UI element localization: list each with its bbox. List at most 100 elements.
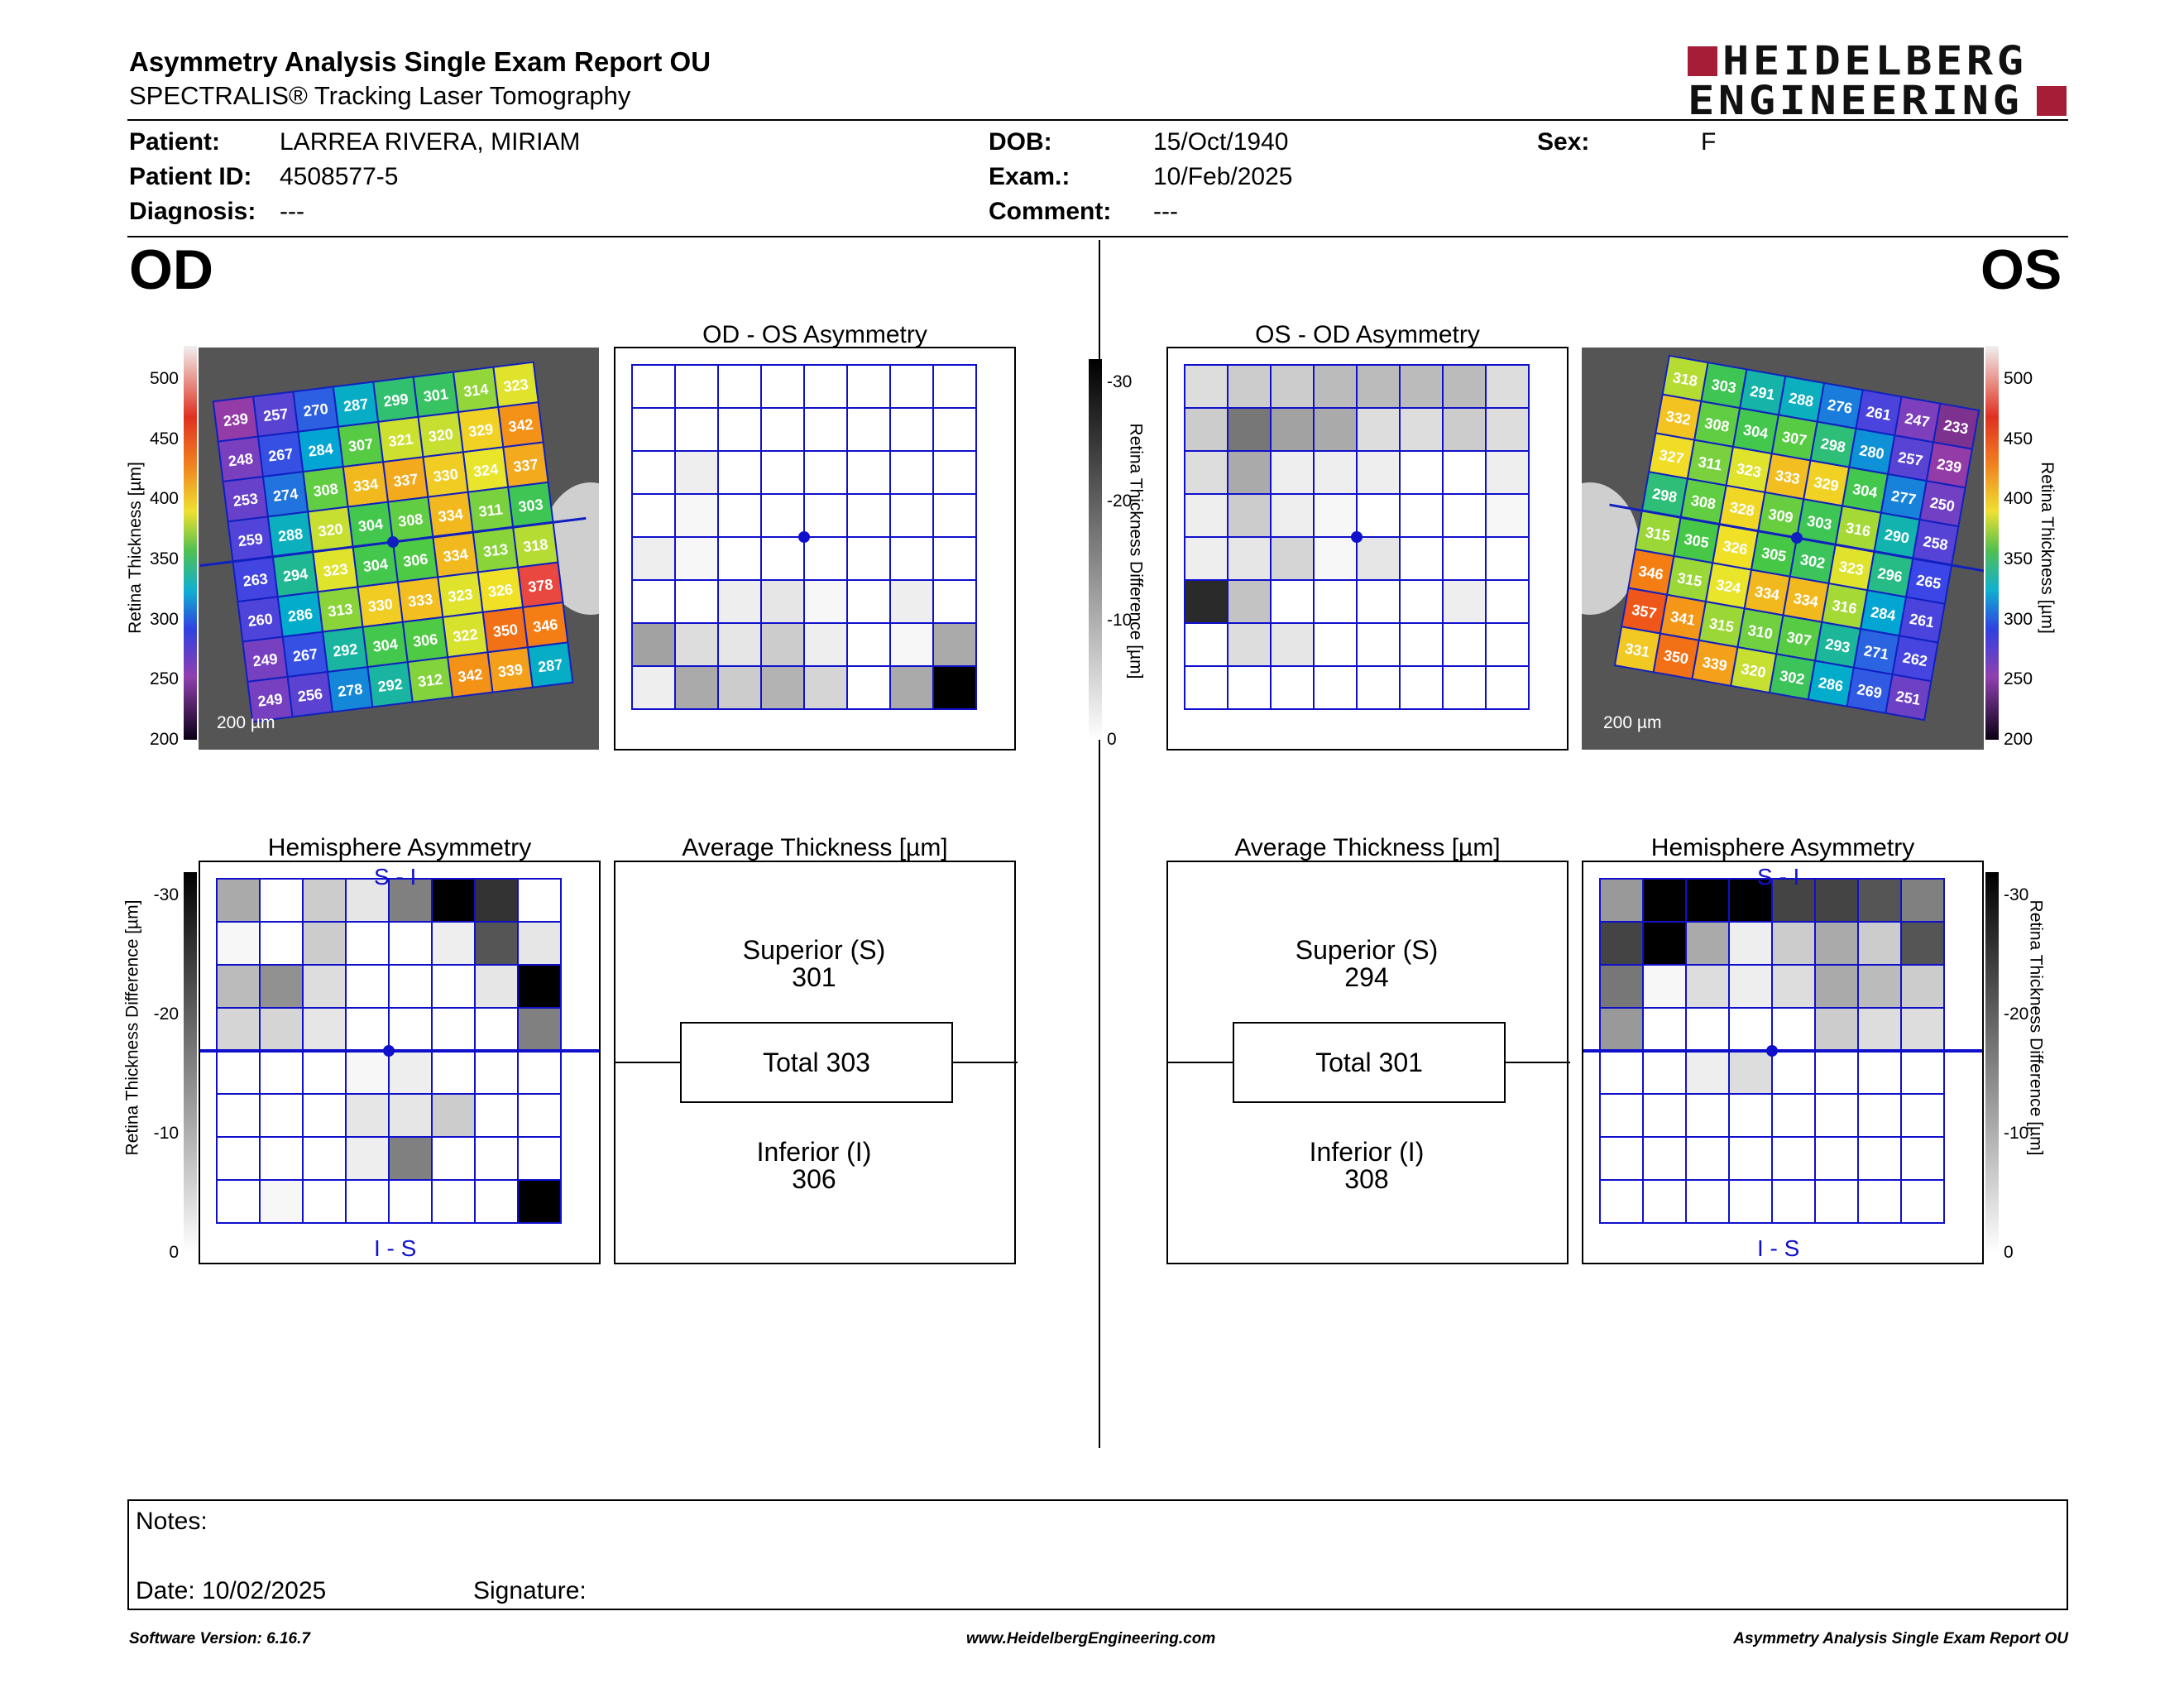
os-asym-cell <box>1399 622 1444 667</box>
od-hemi-cell <box>388 1093 433 1138</box>
exam-value: 10/Feb/2025 <box>1153 163 1293 190</box>
os-thickness-tick-label: 450 <box>2004 429 2033 448</box>
os-avg-title: Average Thickness [µm] <box>1234 834 1501 861</box>
od-inferior-value: 306 <box>792 1164 836 1194</box>
od-hemi-title: Hemisphere Asymmetry <box>267 834 532 861</box>
os-asym-cell <box>1270 622 1315 667</box>
od-hemi-cell <box>388 1136 433 1181</box>
od-hemi-cell <box>517 1093 562 1138</box>
os-asym-cell <box>1184 364 1228 409</box>
od-hemi-cell <box>216 1179 261 1224</box>
od-asym-cell <box>674 579 719 624</box>
os-hemi-cell <box>1857 1136 1902 1181</box>
os-hemi-cell <box>1728 1179 1773 1224</box>
od-hemi-cell <box>302 1136 347 1181</box>
od-asym-cell <box>674 407 719 452</box>
od-hemi-cell <box>388 921 433 966</box>
os-thickness-tick-label: 500 <box>2004 369 2033 388</box>
od-thickness-tick-label: 450 <box>149 429 179 448</box>
os-asym-cell <box>1485 407 1530 452</box>
os-asym-cell <box>1356 493 1401 538</box>
os-thickness-cell <box>1885 673 1933 722</box>
od-hemi-cell <box>302 921 347 966</box>
os-hemi-cell <box>1642 964 1687 1009</box>
os-asym-cell <box>1184 665 1228 710</box>
os-asym-cell <box>1399 493 1444 538</box>
os-hemi-cell <box>1685 964 1730 1009</box>
os-hemi-cell <box>1642 1050 1687 1095</box>
os-asym-cell <box>1356 536 1401 581</box>
os-hemi-cell <box>1771 1136 1816 1181</box>
od-thickness-value: 323 <box>322 560 348 580</box>
dob-label: DOB: <box>989 128 1052 156</box>
os-hemi-cell <box>1728 1136 1773 1181</box>
od-thickness-value: 326 <box>487 581 514 601</box>
os-asym-cell <box>1227 407 1272 452</box>
os-asym-cell <box>1270 364 1315 409</box>
od-thickness-value: 306 <box>412 631 438 650</box>
od-thickness-value: 307 <box>347 435 374 455</box>
od-thickness-value: 322 <box>452 626 478 645</box>
od-difference-tick-label: -20 <box>153 1005 179 1024</box>
os-hemi-cell <box>1685 1093 1730 1138</box>
od-hemi-cell <box>216 921 261 966</box>
od-average-panel: Superior (S) 301 Total 303 Inferior (I) … <box>614 861 1018 1264</box>
od-asym-cell <box>932 622 977 667</box>
header-rule <box>127 119 2068 121</box>
os-hemi-cell <box>1642 1093 1687 1138</box>
od-asym-cell <box>674 450 719 495</box>
od-total-line-left <box>615 1062 680 1063</box>
od-thickness-map: 239 257 270 287 299 301 314 323 248 267 284 307 321 3… <box>199 348 599 750</box>
os-hemi-cell <box>1685 1007 1730 1052</box>
os-asym-cell <box>1399 407 1444 452</box>
od-asym-cell <box>674 536 719 581</box>
od-thickness-value: 378 <box>527 576 553 596</box>
os-asym-difference-tick-label: -30 <box>1107 372 1133 391</box>
od-asym-cell <box>803 407 848 452</box>
os-asym-cell <box>1442 622 1487 667</box>
os-hemi-cell <box>1900 1179 1945 1224</box>
os-thickness-axis-label: Retina Thickness [µm] <box>2037 462 2057 634</box>
od-hemi-cell <box>259 964 304 1009</box>
od-thickness-value: 323 <box>503 376 529 396</box>
od-hemi-cell <box>474 921 519 966</box>
os-hemi-cell <box>1814 921 1859 966</box>
od-hemisphere-panel: S - I I - S <box>199 861 601 1264</box>
od-asym-cell <box>846 665 891 710</box>
os-thickness-color-scale <box>1985 346 1999 740</box>
od-hemi-cell <box>517 1136 562 1181</box>
od-fovea-dot <box>387 536 399 548</box>
od-hemi-cell <box>259 921 304 966</box>
od-thickness-value: 270 <box>303 400 329 420</box>
os-hemi-cell <box>1685 1050 1730 1095</box>
od-thickness-axis-label: Retina Thickness [µm] <box>125 462 145 634</box>
od-thickness-value: 292 <box>377 676 404 696</box>
od-hemi-cell <box>259 1050 304 1095</box>
os-hemi-cell <box>1814 1136 1859 1181</box>
od-hemi-cell <box>345 1179 390 1224</box>
od-hemi-cell <box>388 1007 433 1052</box>
os-asym-cell <box>1399 665 1444 710</box>
od-hemi-cell <box>474 1007 519 1052</box>
od-thickness-value: 249 <box>251 650 278 670</box>
od-hemi-cell <box>259 1007 304 1052</box>
os-hemi-title: Hemisphere Asymmetry <box>1650 834 1915 861</box>
os-asym-cell <box>1485 579 1530 624</box>
od-thickness-grid: 239 257 270 287 299 301 314 323 248 267 284 307 321 3… <box>199 361 587 723</box>
os-hemi-cell <box>1728 921 1773 966</box>
os-hemi-cell <box>1771 1179 1816 1224</box>
os-optic-disc <box>1582 482 1640 615</box>
od-asym-cell <box>631 493 676 538</box>
od-asym-cell <box>631 364 676 409</box>
od-difference-tick-label: -10 <box>153 1124 179 1143</box>
os-asym-cell <box>1442 493 1487 538</box>
os-asym-cell <box>1485 665 1530 710</box>
od-thickness-value: 320 <box>317 520 343 540</box>
footer-report-name: Asymmetry Analysis Single Exam Report OU <box>1733 1630 2068 1647</box>
os-hemi-cell <box>1599 1007 1644 1052</box>
od-hemi-cell <box>302 1007 347 1052</box>
od-asym-cell <box>803 579 848 624</box>
od-hemi-cell <box>216 1050 261 1095</box>
od-thickness-value: 337 <box>512 456 539 476</box>
od-thickness-value: 314 <box>462 381 489 400</box>
